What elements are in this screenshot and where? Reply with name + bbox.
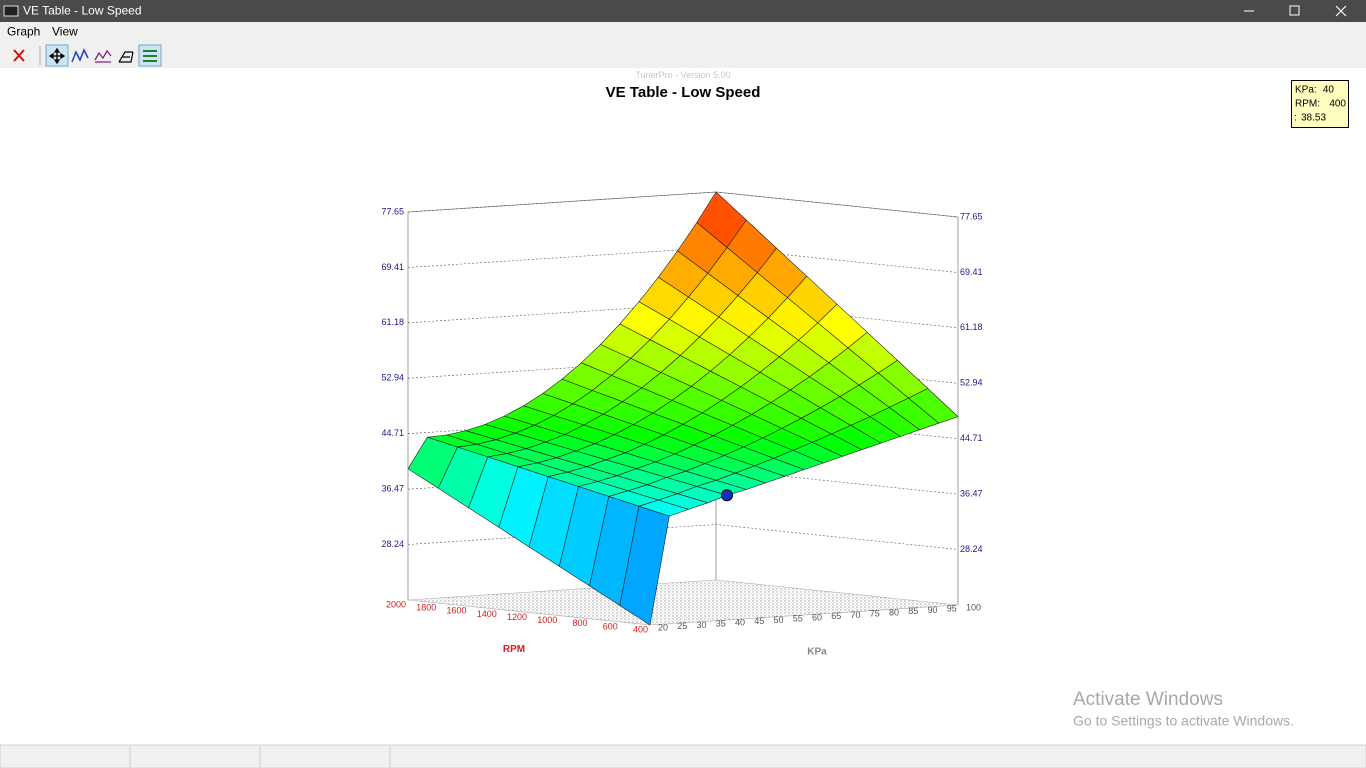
menu-bar xyxy=(0,22,1366,42)
surface-tool-button[interactable] xyxy=(118,51,134,63)
y-tick-label: 60 xyxy=(812,612,822,622)
y-tick-label: 20 xyxy=(658,622,668,632)
x-tick-label: 400 xyxy=(633,624,648,634)
z-tick-label: 77.65 xyxy=(960,211,983,221)
close-graph-button[interactable] xyxy=(13,49,25,62)
tooltip-value: 400 xyxy=(1329,99,1346,110)
z-tick-label: 61.18 xyxy=(381,317,404,327)
toolbar xyxy=(0,42,1366,68)
z-tick-label: 69.41 xyxy=(381,262,404,272)
version-watermark: TunerPro - Version 5.00 xyxy=(635,70,730,80)
y-tick-label: 45 xyxy=(754,616,764,626)
tooltip-value: 38.53 xyxy=(1301,113,1326,124)
z-tick-label: 28.24 xyxy=(381,539,404,549)
surface-plot: 28.24 28.24 36.47 36.47 44.71 44.71 52.94 52.94… xyxy=(381,191,983,634)
app-icon xyxy=(3,5,19,17)
y-tick-label: 35 xyxy=(716,619,726,629)
menu-item[interactable]: View xyxy=(52,25,78,39)
x-tick-label: 800 xyxy=(572,618,587,628)
tooltip-label: : xyxy=(1294,113,1297,124)
window-title: VE Table - Low Speed xyxy=(23,4,142,18)
z-tick-label: 44.71 xyxy=(381,428,404,438)
x-tick-label: 1400 xyxy=(477,609,497,619)
tooltip-label: KPa: xyxy=(1295,85,1317,96)
z-tick-label: 36.47 xyxy=(381,484,404,494)
z-tick-label: 69.41 xyxy=(960,267,983,277)
restore-button[interactable] xyxy=(1289,5,1300,16)
status-bar xyxy=(0,744,1366,768)
title-bar xyxy=(0,0,1366,22)
selected-point xyxy=(721,489,733,502)
y-tick-label: 90 xyxy=(928,605,938,615)
y-tick-label: 30 xyxy=(697,620,707,630)
x-tick-label: 2000 xyxy=(386,599,406,609)
y-tick-label: 40 xyxy=(735,617,745,627)
y-tick-label: 95 xyxy=(947,604,957,614)
y-tick-label: 85 xyxy=(908,606,918,616)
menu-item[interactable]: Graph xyxy=(7,25,40,39)
x-tick-label: 1800 xyxy=(416,603,436,613)
grid-line xyxy=(407,524,959,550)
x-axis-title: RPM xyxy=(503,644,525,655)
y-tick-label: 50 xyxy=(774,615,784,625)
surface-cell xyxy=(619,505,670,626)
y-axis-title: KPa xyxy=(807,647,827,658)
y-tick-label: 75 xyxy=(870,609,880,619)
y-tick-label: 100 xyxy=(966,602,981,612)
x-tick-label: 1000 xyxy=(537,615,557,625)
z-tick-label: 36.47 xyxy=(960,489,983,499)
x-tick-label: 600 xyxy=(603,621,618,631)
close-button[interactable] xyxy=(1335,5,1347,17)
z-tick-label: 52.94 xyxy=(381,373,404,383)
y-tick-label: 65 xyxy=(831,611,841,621)
activation-title: Activate Windows xyxy=(1073,689,1223,710)
x-tick-label: 1200 xyxy=(507,612,527,622)
z-tick-label: 77.65 xyxy=(381,206,404,216)
z-tick-label: 61.18 xyxy=(960,322,983,332)
chart-title: VE Table - Low Speed xyxy=(606,84,761,101)
y-tick-label: 80 xyxy=(889,607,899,617)
grid-line xyxy=(407,191,959,218)
tooltip xyxy=(1291,80,1349,128)
z-tick-label: 52.94 xyxy=(960,378,983,388)
z-tick-label: 28.24 xyxy=(960,544,983,554)
rotate-tool-button[interactable] xyxy=(71,48,89,63)
y-tick-label: 55 xyxy=(793,614,803,624)
y-tick-label: 25 xyxy=(677,621,687,631)
wall-top xyxy=(407,191,959,218)
zoom-tool-button[interactable] xyxy=(94,49,112,63)
y-tick-label: 70 xyxy=(851,610,861,620)
x-tick-label: 1600 xyxy=(446,606,466,616)
legend-tool-icon xyxy=(143,50,157,62)
activation-text: Go to Settings to activate Windows. xyxy=(1073,713,1294,729)
tooltip-value: 40 xyxy=(1323,85,1335,96)
tooltip-label: RPM: xyxy=(1295,99,1320,110)
move-tool-icon xyxy=(48,47,66,65)
z-tick-label: 44.71 xyxy=(960,433,983,443)
